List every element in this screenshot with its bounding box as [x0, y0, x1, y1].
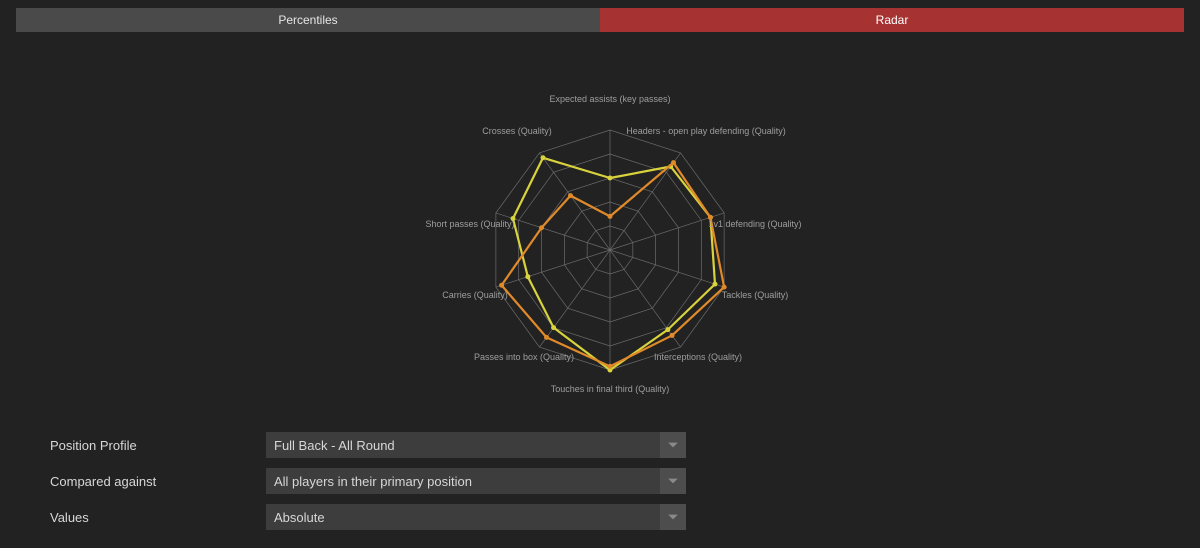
radar-point [722, 285, 727, 290]
radar-point [551, 325, 556, 330]
radar-axis-label: Carries (Quality) [442, 290, 508, 300]
radar-point [540, 155, 545, 160]
radar-spoke [610, 250, 724, 287]
chevron-down-icon [660, 432, 686, 458]
radar-point [665, 327, 670, 332]
radar-spoke [610, 250, 681, 347]
radar-axis-label: Passes into box (Quality) [474, 352, 574, 362]
radar-point [525, 274, 530, 279]
controls-panel: Position Profile Full Back - All Round C… [50, 430, 1150, 538]
position-profile-select[interactable]: Full Back - All Round [266, 432, 686, 458]
position-profile-label: Position Profile [50, 438, 266, 453]
chevron-down-icon [660, 504, 686, 530]
radar-chart-container: Expected assists (key passes) Headers - o… [0, 40, 1200, 400]
select-value: Full Back - All Round [274, 438, 395, 453]
control-row: Compared against All players in their pr… [50, 466, 1150, 496]
tab-percentiles[interactable]: Percentiles [16, 8, 600, 32]
radar-spoke [610, 213, 724, 250]
radar-point [608, 214, 613, 219]
view-tabs: Percentiles Radar [16, 8, 1184, 32]
radar-axis-label: Tackles (Quality) [722, 290, 789, 300]
radar-point [499, 283, 504, 288]
select-value: All players in their primary position [274, 474, 472, 489]
radar-point [712, 282, 717, 287]
compared-against-select[interactable]: All players in their primary position [266, 468, 686, 494]
select-value: Absolute [274, 510, 325, 525]
radar-axis-label: Touches in final third (Quality) [551, 384, 670, 394]
radar-point [671, 160, 676, 165]
radar-point [608, 364, 613, 369]
radar-point [670, 333, 675, 338]
radar-axis-label: Short passes (Quality) [425, 219, 514, 229]
radar-spoke [539, 250, 610, 347]
compared-against-label: Compared against [50, 474, 266, 489]
radar-axis-label: Expected assists (key passes) [549, 94, 670, 104]
chevron-down-icon [660, 468, 686, 494]
values-label: Values [50, 510, 266, 525]
radar-axis-label: 1v1 defending (Quality) [708, 219, 801, 229]
radar-point [544, 335, 549, 340]
radar-point [568, 193, 573, 198]
control-row: Values Absolute [50, 502, 1150, 532]
radar-axis-label: Interceptions (Quality) [654, 352, 742, 362]
radar-axis-label: Headers - open play defending (Quality) [626, 126, 786, 136]
radar-point [539, 225, 544, 230]
radar-axis-label: Crosses (Quality) [482, 126, 552, 136]
control-row: Position Profile Full Back - All Round [50, 430, 1150, 460]
values-select[interactable]: Absolute [266, 504, 686, 530]
tab-radar[interactable]: Radar [600, 8, 1184, 32]
radar-chart: Expected assists (key passes) Headers - o… [0, 40, 1200, 400]
radar-point [608, 176, 613, 181]
radar-series-series-a [513, 158, 715, 370]
